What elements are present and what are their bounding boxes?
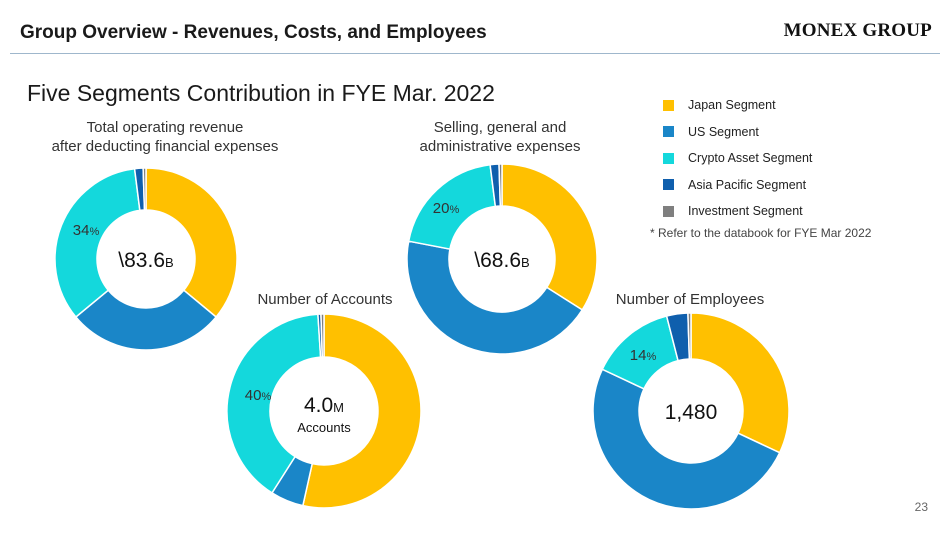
revenue-center-value: \83.6B: [118, 249, 173, 272]
accounts-data-label: 40%: [245, 387, 272, 404]
sga-chart-title-line-2: administrative expenses: [419, 138, 581, 155]
legend-label: Crypto Asset Segment: [688, 151, 813, 166]
employees-slice-investment: [687, 312, 692, 360]
sga-slice-japan: [501, 163, 598, 311]
revenue-data-label: 34%: [73, 222, 100, 239]
employees-slice-us: [592, 368, 781, 510]
page-number: 23: [914, 500, 928, 514]
chart-legend: Japan Segment US Segment Crypto Asset Se…: [663, 92, 812, 225]
legend-item-us: US Segment: [663, 119, 812, 146]
revenue-slice-crypto: [54, 167, 141, 319]
revenue-slice-investment: [142, 167, 147, 211]
revenue-chart-title-line-2: after deducting financial expenses: [51, 138, 279, 155]
accounts-chart-title-line-1: Number of Accounts: [257, 291, 393, 308]
legend-swatch: [663, 205, 674, 217]
revenue-chart-title: Total operating revenue after deducting …: [10, 118, 320, 156]
revenue-slice-japan: [145, 167, 238, 319]
legend-label: Investment Segment: [688, 204, 803, 219]
employees-chart-title-line-1: Number of Employees: [615, 291, 765, 308]
revenue-slice-us: [74, 289, 218, 351]
accounts-center-value: 4.0M: [304, 394, 344, 417]
accounts-slice-crypto: [226, 313, 322, 494]
page-title: Group Overview - Revenues, Costs, and Em…: [20, 22, 487, 43]
sga-slice-investment: [498, 163, 503, 207]
sga-slice-us: [406, 240, 584, 355]
employees-data-label: 14%: [630, 347, 657, 364]
accounts-slice-investment: [320, 313, 325, 358]
sga-chart-title: Selling, general and administrative expe…: [370, 118, 630, 156]
revenue-chart-title-line-1: Total operating revenue: [86, 119, 244, 136]
sga-data-label: 20%: [433, 200, 460, 217]
legend-label: US Segment: [688, 124, 759, 139]
legend-item-crypto: Crypto Asset Segment: [663, 145, 812, 172]
legend-swatch: [663, 179, 674, 191]
section-title: Five Segments Contribution in FYE Mar. 2…: [27, 80, 495, 106]
legend-item-investment: Investment Segment: [663, 198, 812, 225]
sga-center-value: \68.6B: [474, 249, 529, 272]
databook-note: * Refer to the databook for FYE Mar 2022: [650, 226, 872, 240]
legend-swatch: [663, 126, 674, 138]
header-divider: [10, 53, 940, 54]
legend-item-japan: Japan Segment: [663, 92, 812, 119]
employees-center-value: 1,480: [665, 401, 718, 424]
employees-slice-japan: [690, 312, 790, 454]
company-logo: MONEX GROUP: [783, 20, 932, 41]
legend-swatch: [663, 152, 674, 164]
accounts-chart-title: Number of Accounts: [225, 290, 425, 309]
employees-chart-title: Number of Employees: [590, 290, 790, 309]
accounts-center-sub: Accounts: [297, 420, 351, 435]
legend-swatch: [663, 99, 674, 111]
sga-chart-title-line-1: Selling, general and: [433, 119, 567, 136]
accounts-slice-japan: [301, 313, 422, 509]
legend-item-asia-pacific: Asia Pacific Segment: [663, 172, 812, 199]
legend-label: Japan Segment: [688, 98, 776, 113]
legend-label: Asia Pacific Segment: [688, 177, 807, 192]
